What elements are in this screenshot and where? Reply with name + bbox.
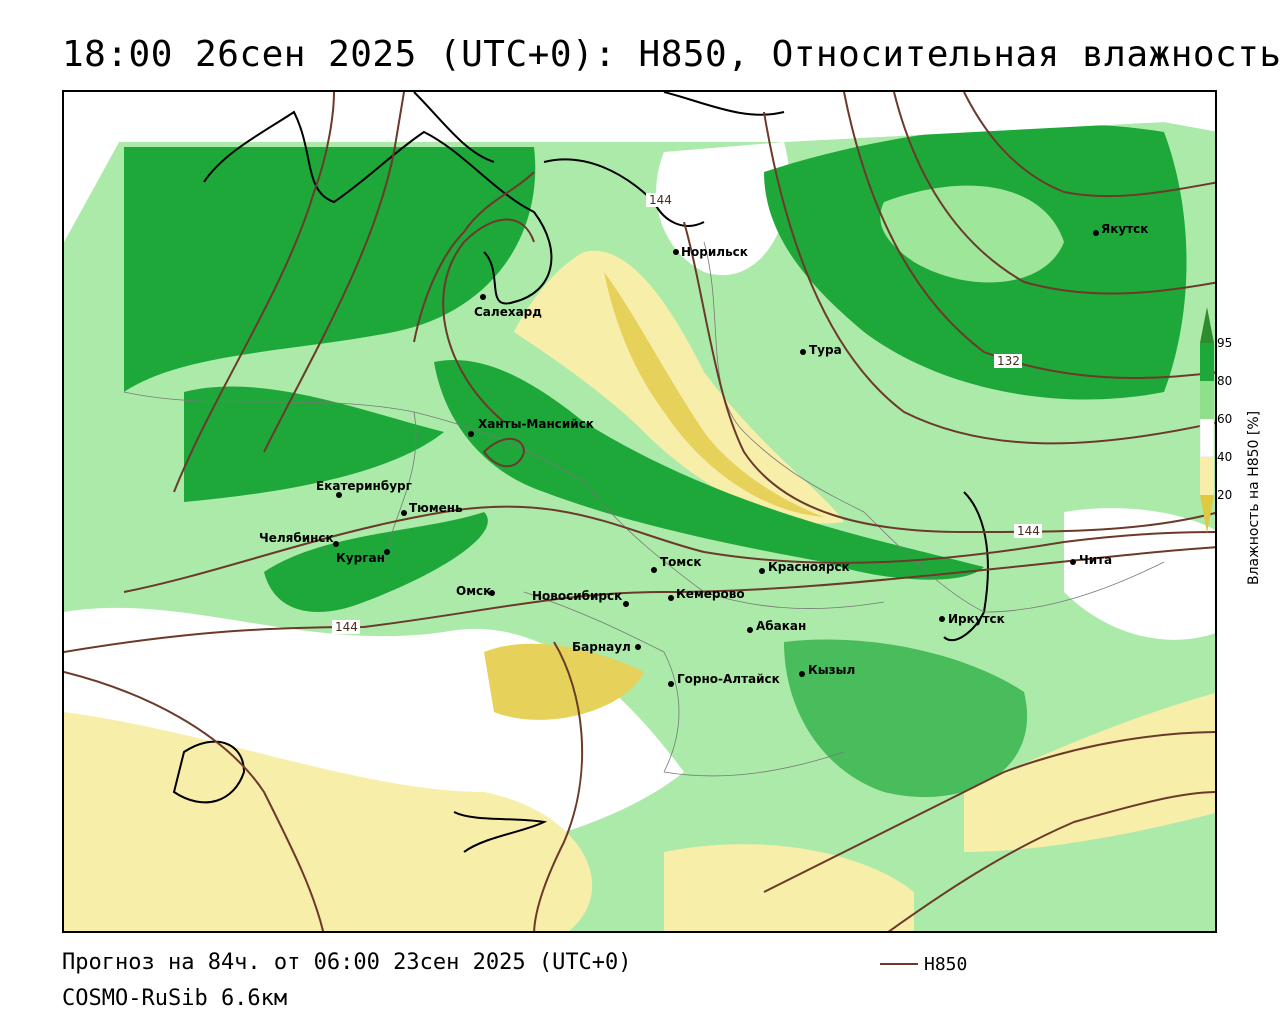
contour-labels: 144 144 144 132 [332,193,1042,634]
city-label-novosibirsk: Новосибирск [532,589,622,603]
city-marker [668,595,674,601]
city-label-kyzyl: Кызыл [808,663,855,677]
map-title: 18:00 26сен 2025 (UTC+0): H850, Относите… [62,34,1280,75]
city-label-gorno-altaysk: Горно-Алтайск [677,672,780,686]
city-marker [635,644,641,650]
city-label-barnaul: Барнаул [572,640,631,654]
city-label-yekaterinburg: Екатеринбург [316,479,412,493]
colorbar-arrow-bottom [1200,495,1214,533]
contour-label-144-west: 144 [335,620,358,634]
city-label-abakan: Абакан [756,619,806,633]
colorbar-segment-40-60 [1199,418,1215,458]
forecast-info: Прогноз на 84ч. от 06:00 23сен 2025 (UTC… [62,950,632,975]
city-marker [468,431,474,437]
colorbar-tick-60: 60 [1217,412,1232,426]
city-marker [1093,230,1099,236]
city-label-kurgan: Курган [336,551,385,565]
city-marker [489,590,495,596]
city-marker [673,249,679,255]
colorbar-segment-80-95 [1200,343,1214,381]
colorbar-tick-40: 40 [1217,450,1232,464]
city-marker [759,568,765,574]
humidity-map: 144 144 144 132 Норильск Якутск Салехард… [64,92,1215,931]
city-marker [384,549,390,555]
colorbar-title-container: Влажность на H850 [%] [1243,345,1263,590]
city-marker [651,567,657,573]
city-label-chelyabinsk: Челябинск [259,531,334,545]
city-label-yakutsk: Якутск [1101,222,1148,236]
contour-label-132: 132 [997,354,1020,368]
colorbar-segment-60-80 [1200,381,1214,419]
city-label-norilsk: Норильск [681,245,748,259]
city-marker [333,541,339,547]
city-label-krasnoyarsk: Красноярск [768,560,850,574]
colorbar-arrow-top [1200,307,1214,343]
city-marker [623,601,629,607]
city-label-kemerovo: Кемерово [676,587,745,601]
colorbar-tick-95: 95 [1217,336,1232,350]
city-marker [800,349,806,355]
city-marker [480,294,486,300]
city-marker [799,671,805,677]
city-marker [1070,559,1076,565]
city-label-tyumen: Тюмень [409,501,463,515]
coastlines [172,92,989,853]
colorbar-title: Влажность на H850 [%] [1246,411,1262,585]
city-label-tura: Тура [809,343,842,357]
city-label-tomsk: Томск [660,555,702,569]
h850-contours [64,92,1215,931]
map-panel[interactable]: 144 144 144 132 Норильск Якутск Салехард… [62,90,1217,933]
city-label-omsk: Омск [456,584,491,598]
city-label-irkutsk: Иркутск [948,612,1005,626]
city-label-salekhard: Салехард [474,305,542,319]
city-label-chita: Чита [1079,553,1112,567]
h850-line-sample [880,963,918,965]
city-marker [747,627,753,633]
model-name: COSMO-RuSib 6.6км [62,986,288,1011]
city-marker [939,616,945,622]
colorbar-tick-80: 80 [1217,374,1232,388]
city-marker [336,492,342,498]
h850-legend-label: H850 [924,954,968,975]
colorbar-segment-20-40 [1200,457,1214,495]
humidity-field [64,92,1215,931]
city-label-khanty-mansiysk: Ханты-Мансийск [478,417,594,431]
colorbar-svg: 95 80 60 40 20 [1199,307,1232,533]
city-marker [668,681,674,687]
contour-label-144-north: 144 [649,193,672,207]
humidity-colorbar: 95 80 60 40 20 [1198,305,1258,595]
cities: Норильск Якутск Салехард Тура Ханты-Манс… [259,222,1148,687]
colorbar-tick-20: 20 [1217,488,1232,502]
city-marker [401,510,407,516]
contour-label-144-east: 144 [1017,524,1040,538]
